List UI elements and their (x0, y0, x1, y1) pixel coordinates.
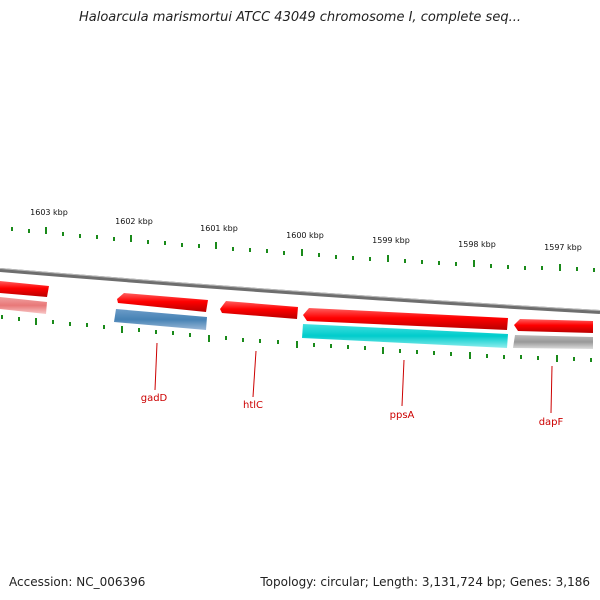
tick-label: 1602 kbp (115, 217, 153, 226)
tick-label: 1597 kbp (544, 243, 582, 252)
topology-summary: Topology: circular; Length: 3,131,724 bp… (260, 575, 590, 589)
forward-strand-features (0, 281, 593, 333)
gray-feature[interactable] (513, 335, 593, 349)
gene-arrow[interactable] (117, 293, 208, 312)
blue-feature[interactable] (114, 309, 207, 330)
tick-label: 1598 kbp (458, 240, 496, 249)
gene-label[interactable]: htlC (243, 400, 263, 411)
tick-label: 1599 kbp (372, 236, 410, 245)
gene-arrow[interactable] (220, 301, 298, 319)
tick-label: 1603 kbp (30, 208, 68, 217)
gene-label[interactable]: gadD (141, 393, 168, 404)
inner-tick-ring (1, 315, 592, 362)
tick-label: 1601 kbp (200, 224, 238, 233)
backbone-ring (0, 268, 600, 314)
label-leader (252, 350, 257, 398)
gene-arrow[interactable] (514, 319, 593, 333)
feature-track (0, 297, 593, 349)
label-leader (550, 365, 553, 414)
backbone-ring-highlight (0, 268, 600, 311)
gene-arrow[interactable] (0, 281, 49, 297)
tick-label: 1600 kbp (286, 231, 324, 240)
label-leader (154, 342, 158, 391)
gene-arrow[interactable] (303, 308, 508, 330)
map-title: Haloarcula marismortui ATCC 43049 chromo… (79, 10, 521, 25)
pink-feature[interactable] (0, 297, 47, 314)
label-leader (401, 359, 405, 407)
accession-label: Accession: NC_006396 (9, 575, 146, 589)
outer-tick-ring (11, 227, 595, 272)
gene-label[interactable]: dapF (539, 417, 564, 428)
cyan-feature[interactable] (302, 324, 508, 348)
gene-label[interactable]: ppsA (390, 410, 415, 421)
